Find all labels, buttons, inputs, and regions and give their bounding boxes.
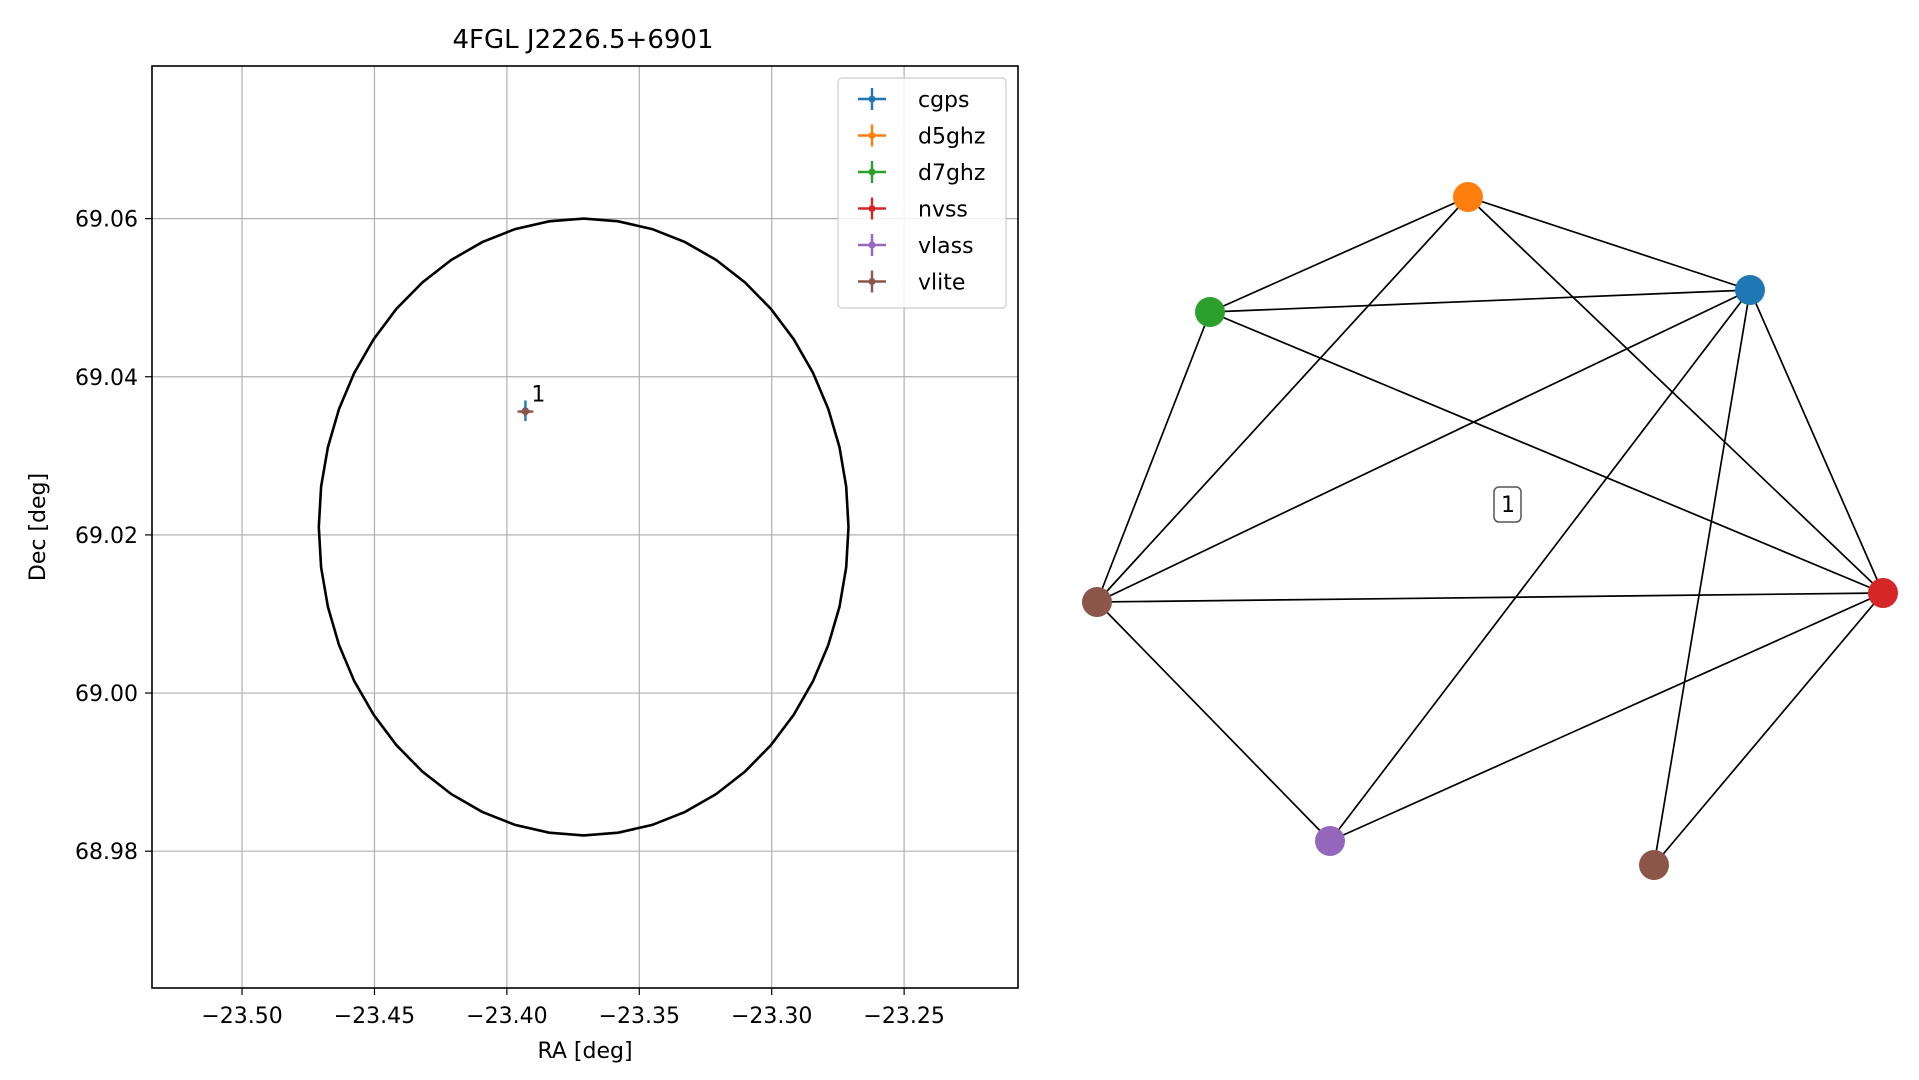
legend-label: cgps <box>918 88 970 113</box>
edge-cgps-vlass <box>1329 289 1751 842</box>
legend-marker <box>868 168 876 176</box>
legend-label: vlite <box>918 271 965 296</box>
network-panel: 1 <box>1082 182 1898 880</box>
legend-item-d7ghz: d7ghz <box>858 161 985 186</box>
y-axis-ticks: 68.98 69.00 69.02 69.04 69.06 <box>75 208 152 865</box>
group-label: 1 <box>1493 486 1522 523</box>
edge-d5ghz-d7ghz <box>1209 196 1469 313</box>
x-tick-label: −23.40 <box>466 1004 547 1029</box>
node-d5ghz <box>1453 182 1483 212</box>
x-axis-label: RA [deg] <box>537 1039 632 1064</box>
legend-marker <box>868 95 876 103</box>
legend-label: vlass <box>918 234 974 259</box>
edge-d7ghz-nvss <box>1209 311 1884 594</box>
network-nodes <box>1082 182 1898 880</box>
x-tick-label: −23.25 <box>863 1004 944 1029</box>
y-tick-label: 69.02 <box>75 524 138 549</box>
edge-d7ghz-vlite <box>1096 311 1211 603</box>
point-vlite <box>517 407 534 416</box>
legend: cgps d5ghz d7ghz nvss vlass vlite <box>837 77 1007 309</box>
y-axis-label: Dec [deg] <box>26 473 51 581</box>
edge-d7ghz-cgps <box>1209 289 1751 313</box>
edge-d5ghz-vlite <box>1096 196 1469 603</box>
x-tick-label: −23.45 <box>334 1004 415 1029</box>
edge-cgps-vlite <box>1096 289 1751 603</box>
scatter-panel: 4FGL J2226.5+6901 1 −23.50 −23.45 −23.40 −2… <box>26 25 1019 1064</box>
edge-cgps-vlite-2 <box>1653 289 1751 866</box>
edge-vlite-nvss <box>1096 592 1884 603</box>
legend-marker <box>868 205 876 212</box>
legend-label: d7ghz <box>918 161 985 186</box>
x-tick-label: −23.35 <box>599 1004 680 1029</box>
node-cgps <box>1735 275 1765 305</box>
node-vlite-2 <box>1639 850 1669 880</box>
error-ellipse-layer <box>317 217 850 837</box>
y-tick-label: 68.98 <box>75 840 138 865</box>
group-label-text: 1 <box>1501 493 1515 518</box>
legend-label: d5ghz <box>918 125 985 150</box>
legend-item-vlite: vlite <box>858 270 965 296</box>
x-tick-label: −23.50 <box>201 1004 282 1029</box>
edge-nvss-vlite-2 <box>1653 592 1884 866</box>
legend-label: nvss <box>918 198 968 223</box>
y-tick-label: 69.06 <box>75 208 138 233</box>
edge-vlite-vlass <box>1096 601 1331 842</box>
edge-d5ghz-nvss <box>1467 196 1884 594</box>
legend-item-nvss: nvss <box>858 197 968 223</box>
node-vlite <box>1082 587 1112 617</box>
legend-marker <box>868 132 876 139</box>
point-annotation: 1 <box>531 383 545 408</box>
y-tick-label: 69.00 <box>75 682 138 707</box>
edge-nvss-vlass <box>1329 592 1884 842</box>
marker <box>521 408 529 416</box>
legend-marker <box>868 241 876 249</box>
data-points: 1 <box>517 383 545 422</box>
node-vlass <box>1315 826 1345 856</box>
x-tick-label: −23.30 <box>731 1004 812 1029</box>
node-d7ghz <box>1195 297 1225 327</box>
chart-title: 4FGL J2226.5+6901 <box>453 25 714 55</box>
legend-item-vlass: vlass <box>858 234 974 259</box>
legend-item-cgps: cgps <box>858 88 970 113</box>
edge-cgps-nvss <box>1749 289 1884 594</box>
plot-frame <box>151 65 1019 989</box>
y-tick-label: 69.04 <box>75 366 138 391</box>
node-nvss <box>1868 578 1898 608</box>
network-edges <box>1096 196 1884 866</box>
x-axis-ticks: −23.50 −23.45 −23.40 −23.35 −23.30 −23.25 <box>201 988 945 1029</box>
legend-marker <box>868 278 876 285</box>
edge-d5ghz-cgps <box>1467 196 1751 291</box>
legend-item-d5ghz: d5ghz <box>858 124 985 150</box>
error-ellipse <box>317 217 850 837</box>
